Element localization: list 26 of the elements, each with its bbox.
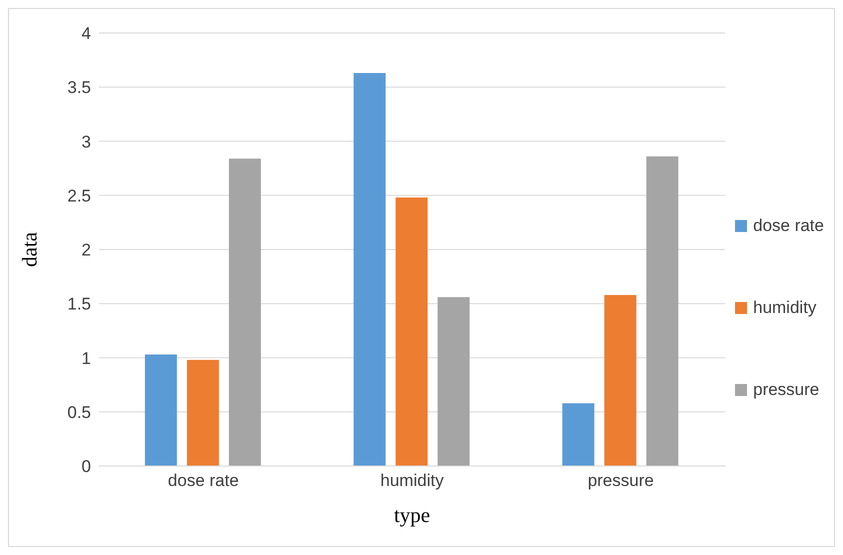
y-tick-label: 4 bbox=[82, 24, 91, 44]
legend-label: dose rate bbox=[753, 216, 824, 236]
legend-label: humidity bbox=[753, 298, 816, 318]
bar bbox=[144, 354, 177, 466]
x-tick-label: humidity bbox=[380, 471, 444, 490]
bar bbox=[438, 297, 470, 466]
bar bbox=[562, 403, 594, 466]
x-tick-label: pressure bbox=[588, 471, 654, 490]
bar bbox=[396, 198, 428, 466]
y-tick-label: 0.5 bbox=[67, 402, 91, 422]
bar bbox=[354, 73, 386, 466]
bar bbox=[646, 156, 678, 466]
bar bbox=[228, 158, 261, 466]
bar bbox=[186, 360, 219, 466]
y-axis-title: data bbox=[17, 231, 42, 267]
y-tick-label: 2 bbox=[82, 240, 91, 260]
y-tick-label: 1.5 bbox=[67, 294, 91, 314]
x-tick-label: dose rate bbox=[168, 471, 239, 490]
y-tick-label: 1 bbox=[82, 348, 91, 368]
y-tick-label: 3.5 bbox=[67, 78, 91, 98]
legend-label: pressure bbox=[753, 380, 820, 400]
y-tick-label: 0 bbox=[82, 457, 91, 476]
y-tick-label: 2.5 bbox=[67, 186, 91, 206]
y-tick-label: 3 bbox=[82, 132, 91, 152]
bar bbox=[604, 294, 636, 466]
x-axis-title: type bbox=[394, 503, 430, 527]
